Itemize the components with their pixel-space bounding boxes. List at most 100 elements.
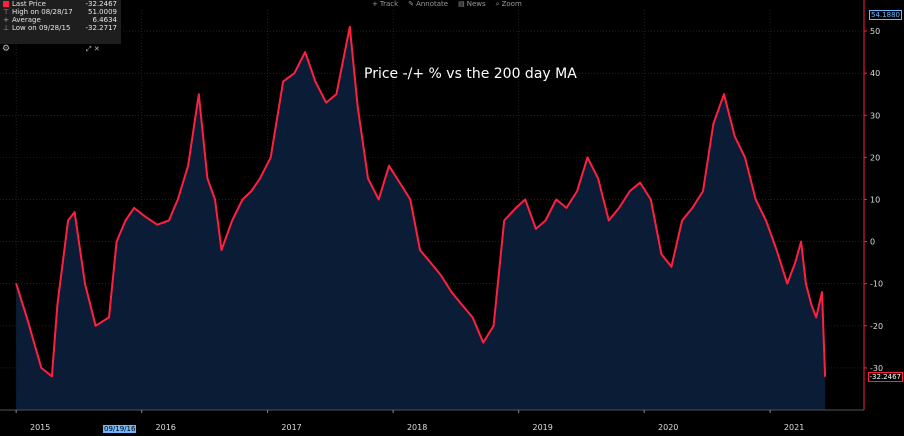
data-point: [586, 156, 589, 159]
x-tick-label: 2019: [532, 423, 552, 432]
track-button[interactable]: + Track: [372, 0, 399, 8]
data-point: [356, 106, 359, 108]
data-point: [177, 198, 179, 201]
data-point: [744, 156, 746, 159]
y-tick-label: -30: [870, 364, 883, 373]
data-point: [565, 207, 568, 209]
zoom-button[interactable]: ⌕ Zoom: [495, 0, 522, 8]
data-point: [409, 198, 412, 201]
data-point: [471, 316, 474, 319]
data-point: [821, 291, 823, 293]
data-point: [156, 223, 158, 226]
data-point: [293, 72, 296, 74]
legend-controls[interactable]: ⤢ ✕: [86, 45, 100, 53]
data-point: [214, 198, 216, 201]
data-point: [388, 165, 390, 167]
data-point: [349, 26, 351, 28]
data-point: [335, 93, 338, 95]
pencil-icon: ✎: [408, 0, 415, 8]
data-point: [73, 211, 76, 213]
average-marker-icon: +: [3, 16, 9, 24]
data-point: [440, 274, 442, 277]
data-point: [608, 219, 610, 222]
data-point: [325, 101, 327, 104]
data-point: [168, 219, 170, 222]
data-point: [670, 266, 673, 268]
data-point: [691, 207, 694, 209]
zoom-icon: ⌕: [495, 0, 500, 8]
x-tick-label: 2016: [156, 423, 176, 432]
series-area: [15, 25, 827, 411]
data-point: [124, 219, 127, 222]
data-point: [618, 207, 620, 209]
data-point: [810, 303, 813, 306]
data-point: [800, 240, 802, 243]
data-point: [450, 291, 453, 293]
legend-row-high: ⊤ High on 08/28/17 51.0009: [3, 8, 117, 16]
high-marker-icon: ⊤: [3, 8, 10, 16]
data-point: [544, 219, 547, 222]
data-point: [198, 93, 200, 95]
y-tick-label: 20: [870, 153, 880, 162]
data-point: [84, 282, 86, 285]
data-point: [824, 375, 826, 378]
y-tick-label: 40: [870, 69, 880, 78]
data-point: [133, 207, 135, 209]
data-point: [367, 177, 369, 180]
x-axis: 2015 2016 2017 2018 2019 2020 2021: [0, 409, 864, 432]
data-point: [482, 341, 485, 344]
data-point: [115, 240, 118, 243]
data-point: [515, 207, 517, 209]
data-point: [26, 316, 28, 319]
data-point: [377, 198, 380, 201]
data-point: [304, 51, 306, 53]
data-point: [108, 316, 110, 319]
data-point: [660, 253, 663, 255]
y-tick-label: -20: [870, 322, 883, 331]
data-point: [503, 219, 506, 222]
data-point: [40, 367, 43, 369]
data-point: [639, 181, 641, 184]
x-tick-label: 2020: [658, 423, 678, 432]
chart-toolbar: + Track ✎ Annotate ▤ News ⌕ Zoom: [372, 0, 522, 8]
data-point: [259, 177, 261, 180]
y-tick-label: 10: [870, 195, 880, 204]
data-point: [419, 249, 421, 251]
y-tick-label: 30: [870, 111, 880, 120]
data-point: [314, 80, 317, 83]
data-point: [681, 219, 683, 222]
crosshair-date-badge: 09/19/16: [103, 425, 137, 433]
gear-icon[interactable]: ⚙: [2, 44, 11, 54]
data-point: [250, 190, 253, 192]
low-marker-icon: ⊥: [3, 24, 10, 32]
annotate-button[interactable]: ✎ Annotate: [408, 0, 449, 8]
legend-row-last-price: Last Price -32.2467: [0, 0, 121, 8]
data-point: [775, 249, 778, 251]
data-point: [765, 219, 767, 222]
reference-value-badge: 54.1880: [869, 10, 902, 20]
legend-row-low: ⊥ Low on 09/28/15 -32.2717: [3, 24, 117, 32]
data-point: [650, 198, 652, 201]
legend-row-average: + Average 6.4634: [3, 16, 117, 24]
data-point: [524, 198, 526, 201]
data-point: [231, 219, 233, 222]
data-point: [282, 80, 284, 83]
area-fill: [16, 26, 826, 411]
data-point: [269, 156, 272, 159]
x-tick-label: 2015: [30, 423, 50, 432]
series-swatch: [3, 1, 9, 7]
legend-panel: Last Price -32.2467 ⊤ High on 08/28/17 51…: [0, 0, 121, 44]
data-point: [461, 303, 463, 306]
x-tick-label: 2021: [784, 423, 804, 432]
news-button[interactable]: ▤ News: [458, 0, 486, 8]
x-tick-label: 2017: [281, 423, 301, 432]
data-point: [94, 325, 97, 327]
data-point: [398, 181, 401, 184]
data-point: [144, 215, 146, 218]
data-point: [67, 219, 69, 222]
x-tick-label: 2018: [407, 423, 427, 432]
data-point: [241, 198, 244, 201]
data-point: [733, 135, 736, 138]
data-point: [51, 375, 53, 378]
